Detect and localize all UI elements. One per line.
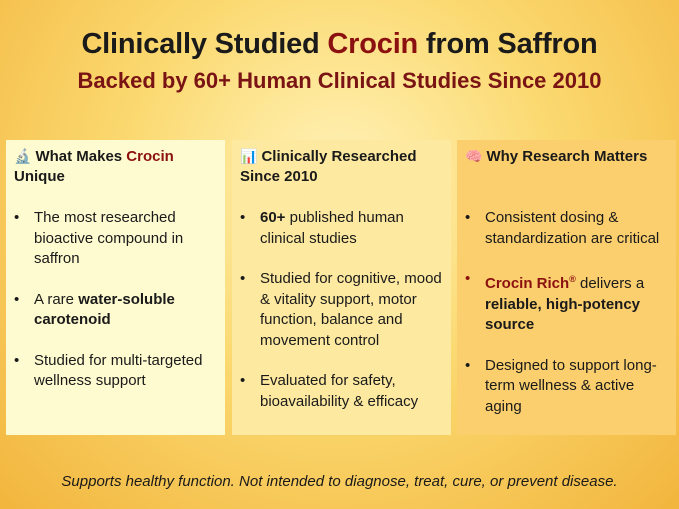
card-heading: 🧠 Why Research Matters — [465, 146, 668, 192]
title-accent: Crocin — [327, 28, 419, 60]
disclaimer: Supports healthy function. Not intended … — [61, 473, 618, 490]
card-heading: 🔬 What Makes Crocin Unique — [14, 146, 217, 192]
list-item: Crocin Rich® delivers a reliable, high-p… — [465, 269, 668, 336]
list-item: Consistent dosing & standardization are … — [465, 208, 668, 249]
list-item-text: delivers a — [575, 275, 645, 292]
list-item-text: Consistent dosing & standardization are … — [485, 209, 660, 247]
list-item-bold: 60+ — [260, 209, 286, 226]
list-item-text: Designed to support long-term wellness &… — [485, 356, 657, 415]
card-heading-text-end: Unique — [14, 168, 65, 185]
list-item: The most researched bioactive compound i… — [14, 208, 217, 270]
list-item-text: Studied for multi-targeted wellness supp… — [34, 351, 203, 390]
list-item-bold: reliable, high-potency source — [485, 295, 641, 334]
registered-mark: ® — [569, 274, 576, 284]
page-subtitle: Backed by 60+ Human Clinical Studies Sin… — [77, 68, 602, 93]
list-item-text: A rare — [34, 290, 79, 308]
page-title: Clinically Studied Crocin from Saffron — [0, 28, 679, 61]
list-item-text: Evaluated for safety, bioavailability & … — [260, 372, 419, 410]
card-clinically-researched: 📊Clinically Researched Since 2010 60+ pu… — [232, 140, 451, 435]
list-item: A rare water-soluble carotenoid — [14, 290, 217, 331]
list-item-text: published human clinical studies — [260, 209, 404, 247]
title-text-end: from Saffron — [418, 28, 598, 60]
list-item: Studied for multi-targeted wellness supp… — [14, 351, 217, 392]
bullet-list: The most researched bioactive compound i… — [14, 208, 217, 392]
card-heading-text: What Makes — [35, 148, 127, 165]
list-item-bold: water-soluble carotenoid — [34, 290, 175, 329]
bar-chart-icon: 📊 — [240, 148, 258, 164]
list-item: Evaluated for safety, bioavailability & … — [240, 371, 443, 412]
brain-icon: 🧠 — [465, 148, 483, 164]
list-item: Studied for cognitive, mood & vitality s… — [240, 269, 443, 351]
card-what-makes-crocin-unique: 🔬What Makes Crocin Unique The most resea… — [6, 140, 225, 435]
list-item: 60+ published human clinical studies — [240, 208, 443, 249]
bullet-list: Consistent dosing & standardization are … — [465, 208, 668, 417]
title-text: Clinically Studied — [81, 28, 328, 60]
card-why-research-matters: 🧠Why Research Matters Consistent dosing … — [457, 140, 676, 435]
brand-name: Crocin Rich — [485, 275, 570, 292]
list-item: Designed to support long-term wellness &… — [465, 356, 668, 418]
bullet-list: 60+ published human clinical studies Stu… — [240, 208, 443, 412]
microscope-icon: 🔬 — [14, 148, 32, 164]
card-heading: 📊 Clinically Researched Since 2010 — [240, 146, 443, 192]
list-item-text: The most researched bioactive compound i… — [34, 209, 184, 267]
card-heading-text: Clinically Researched Since 2010 — [240, 148, 417, 185]
card-heading-text: Why Research Matters — [486, 148, 648, 165]
list-item-text: Studied for cognitive, mood & vitality s… — [260, 270, 442, 349]
card-heading-accent: Crocin — [126, 148, 174, 165]
